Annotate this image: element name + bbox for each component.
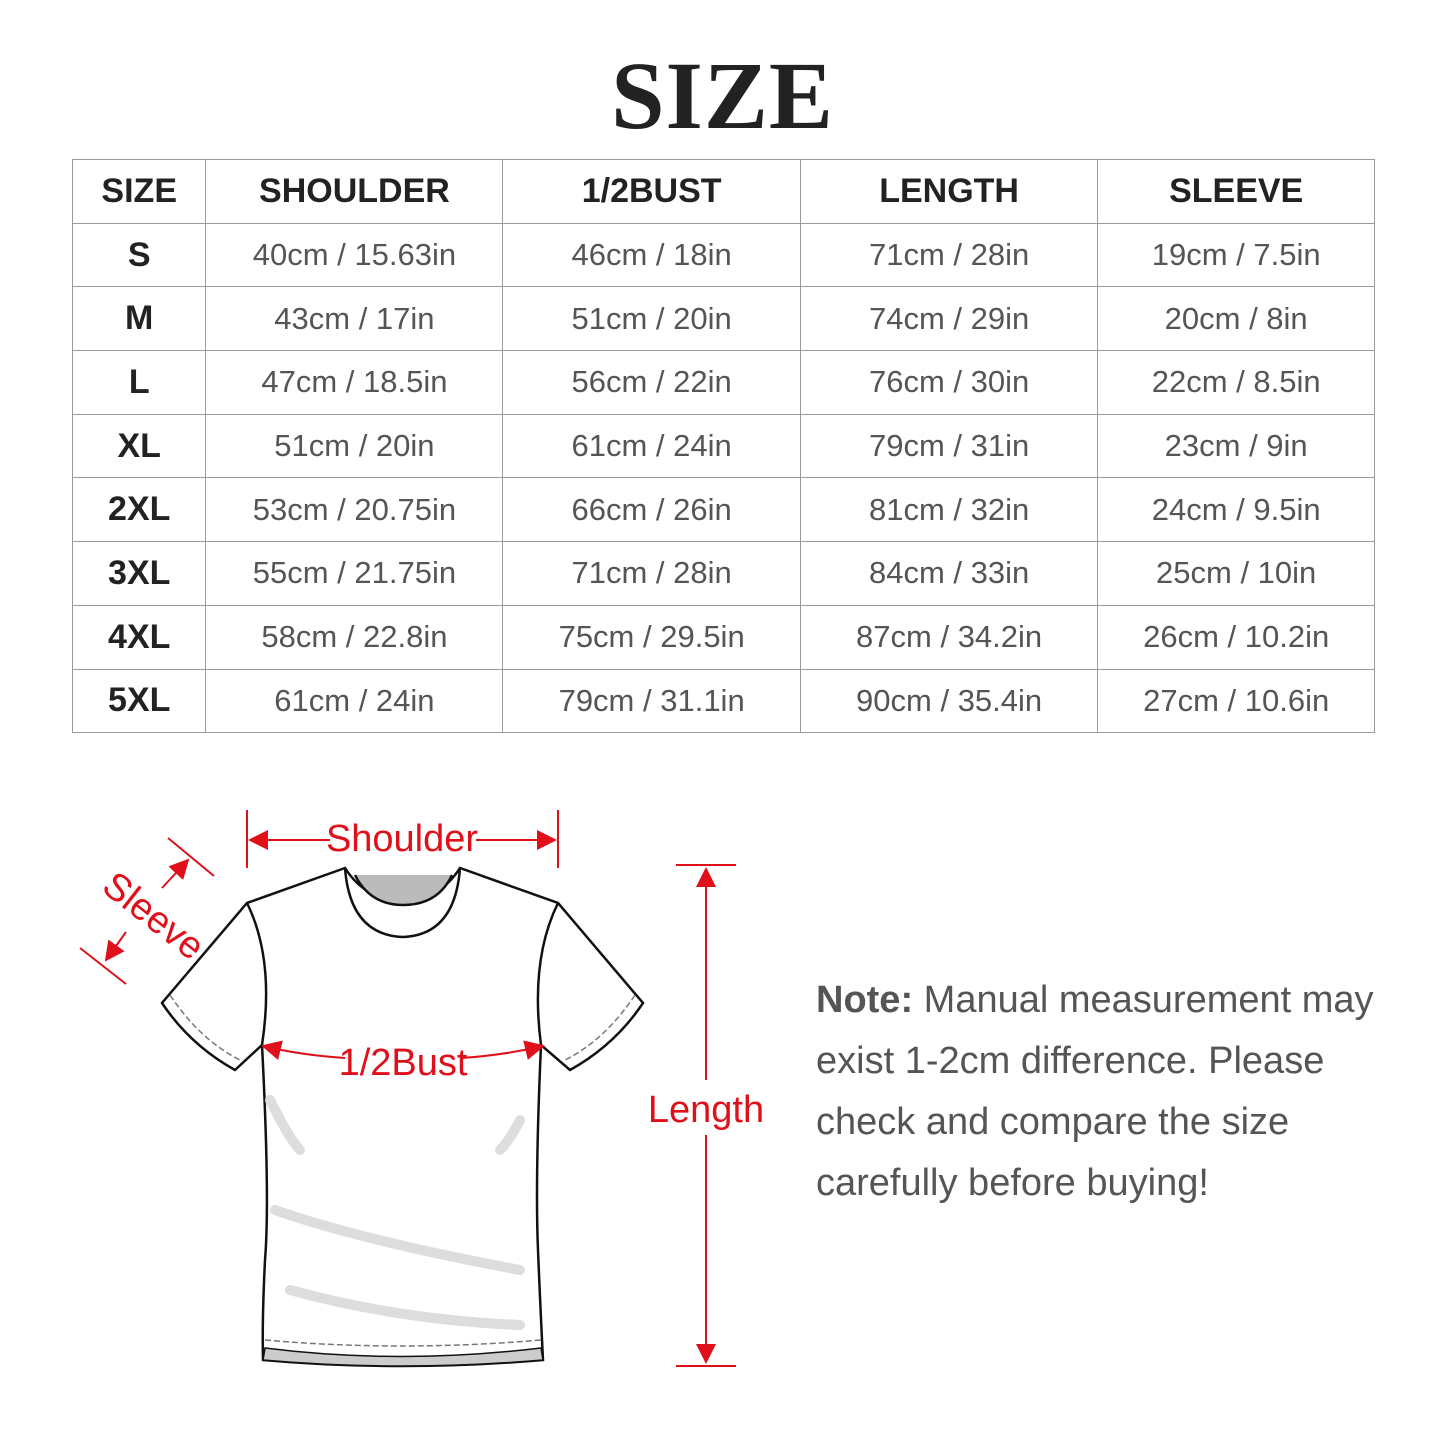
size-table: SIZE SHOULDER 1/2BUST LENGTH SLEEVE S 40cm / … — [71, 159, 1375, 734]
table-header-row: SIZE SHOULDER 1/2BUST LENGTH SLEEVE — [71, 159, 1375, 224]
measurement-cell: 81cm / 32in — [799, 477, 1099, 543]
table-row: 4XL 58cm / 22.8in 75cm / 29.5in 87cm / 34.2… — [71, 604, 1375, 670]
measurement-cell: 55cm / 21.75in — [205, 541, 504, 606]
measurement-cell: 19cm / 7.5in — [1097, 222, 1375, 288]
column-header-1-2bust: 1/2BUST — [502, 159, 801, 224]
note-text: Note: Manual measurement may exist 1-2cm… — [816, 970, 1416, 1214]
tshirt-outline — [160, 866, 645, 1368]
measurement-cell: 46cm / 18in — [502, 222, 801, 288]
measurement-cell: 53cm / 20.75in — [205, 477, 504, 543]
sleeve-measure — [79, 837, 215, 985]
measurement-cell: 61cm / 24in — [205, 668, 504, 734]
column-header-sleeve: SLEEVE — [1097, 159, 1375, 224]
measurement-cell: 79cm / 31in — [799, 413, 1099, 479]
measurement-cell: 71cm / 28in — [502, 541, 801, 606]
size-cell: XL — [71, 413, 207, 479]
table-row: L 47cm / 18.5in 56cm / 22in 76cm / 30in 22cm… — [71, 350, 1375, 415]
bust-measure — [261, 1040, 545, 1060]
measurement-cell: 25cm / 10in — [1097, 541, 1375, 606]
measurement-cell: 23cm / 9in — [1097, 413, 1375, 479]
column-header-length: LENGTH — [799, 159, 1099, 224]
note-label: Note: — [816, 979, 914, 1021]
measurement-cell: 87cm / 34.2in — [799, 604, 1099, 670]
table-row: XL 51cm / 20in 61cm / 24in 79cm / 31in 23cm … — [71, 413, 1375, 479]
size-cell: 4XL — [71, 604, 207, 670]
measurement-cell: 61cm / 24in — [502, 413, 801, 479]
length-label: Length — [648, 1089, 764, 1131]
note-body: Manual measurement may exist 1-2cm diffe… — [816, 979, 1374, 1204]
size-cell: 5XL — [71, 668, 207, 734]
measurement-cell: 79cm / 31.1in — [502, 668, 801, 734]
measurement-cell: 40cm / 15.63in — [205, 222, 504, 288]
measurement-cell: 58cm / 22.8in — [205, 604, 504, 670]
measurement-cell: 27cm / 10.6in — [1097, 668, 1375, 734]
table-row: M 43cm / 17in 51cm / 20in 74cm / 29in 20cm /… — [71, 286, 1375, 352]
measurement-cell: 20cm / 8in — [1097, 286, 1375, 352]
size-cell: 2XL — [71, 477, 207, 543]
measurement-cell: 75cm / 29.5in — [502, 604, 801, 670]
size-cell: M — [71, 286, 207, 352]
page-title: SIZE — [611, 42, 834, 149]
measurement-cell: 76cm / 30in — [799, 350, 1099, 415]
table-row: 3XL 55cm / 21.75in 71cm / 28in 84cm / 33in 2… — [71, 541, 1375, 606]
size-cell: 3XL — [71, 541, 207, 606]
shoulder-measure — [246, 810, 559, 868]
column-header-size: SIZE — [71, 159, 207, 224]
size-cell: S — [71, 222, 207, 288]
length-measure — [676, 864, 736, 1367]
measurement-cell: 47cm / 18.5in — [205, 350, 504, 415]
measurement-cell: 43cm / 17in — [205, 286, 504, 352]
size-cell: L — [71, 350, 207, 415]
table-row: 2XL 53cm / 20.75in 66cm / 26in 81cm / 32in 2… — [71, 477, 1375, 543]
measurement-cell: 74cm / 29in — [799, 286, 1099, 352]
measurement-cell: 84cm / 33in — [799, 541, 1099, 606]
measurement-cell: 71cm / 28in — [799, 222, 1099, 288]
measurement-cell: 51cm / 20in — [205, 413, 504, 479]
fabric-shading — [265, 1095, 525, 1330]
measurement-cell: 22cm / 8.5in — [1097, 350, 1375, 415]
table-row: S 40cm / 15.63in 46cm / 18in 71cm / 28in 19c… — [71, 222, 1375, 288]
table-row: 5XL 61cm / 24in 79cm / 31.1in 90cm / 35.4in… — [71, 668, 1375, 734]
measurement-cell: 56cm / 22in — [502, 350, 801, 415]
measurement-cell: 24cm / 9.5in — [1097, 477, 1375, 543]
measurement-cell: 66cm / 26in — [502, 477, 801, 543]
shoulder-label: Shoulder — [326, 818, 478, 860]
bust-label: 1/2Bust — [339, 1042, 468, 1084]
measurement-cell: 90cm / 35.4in — [799, 668, 1099, 734]
measurement-cell: 51cm / 20in — [502, 286, 801, 352]
measurement-cell: 26cm / 10.2in — [1097, 604, 1375, 670]
tshirt-diagram: Shoulder Sleeve 1/2Bust Length — [79, 810, 764, 1368]
column-header-shoulder: SHOULDER — [205, 159, 504, 224]
